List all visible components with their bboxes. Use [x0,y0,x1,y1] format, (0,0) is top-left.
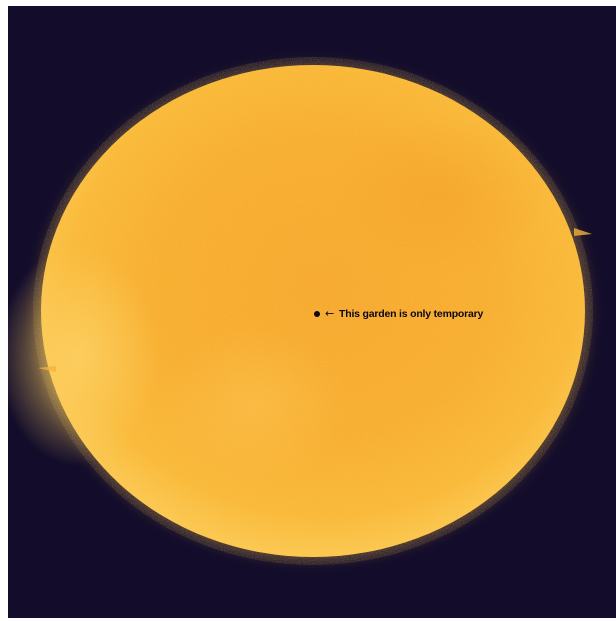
left-arrow-icon: ← [325,307,335,320]
annotation-text: This garden is only temporary [339,307,484,320]
flare-right [574,228,592,236]
sun-texture [33,57,593,565]
sun-illustration [8,50,605,574]
space-background: ← This garden is only temporary [8,6,616,618]
annotation-label: ← This garden is only temporary [314,307,483,320]
dot-icon [314,310,320,317]
flare-left [38,366,56,372]
